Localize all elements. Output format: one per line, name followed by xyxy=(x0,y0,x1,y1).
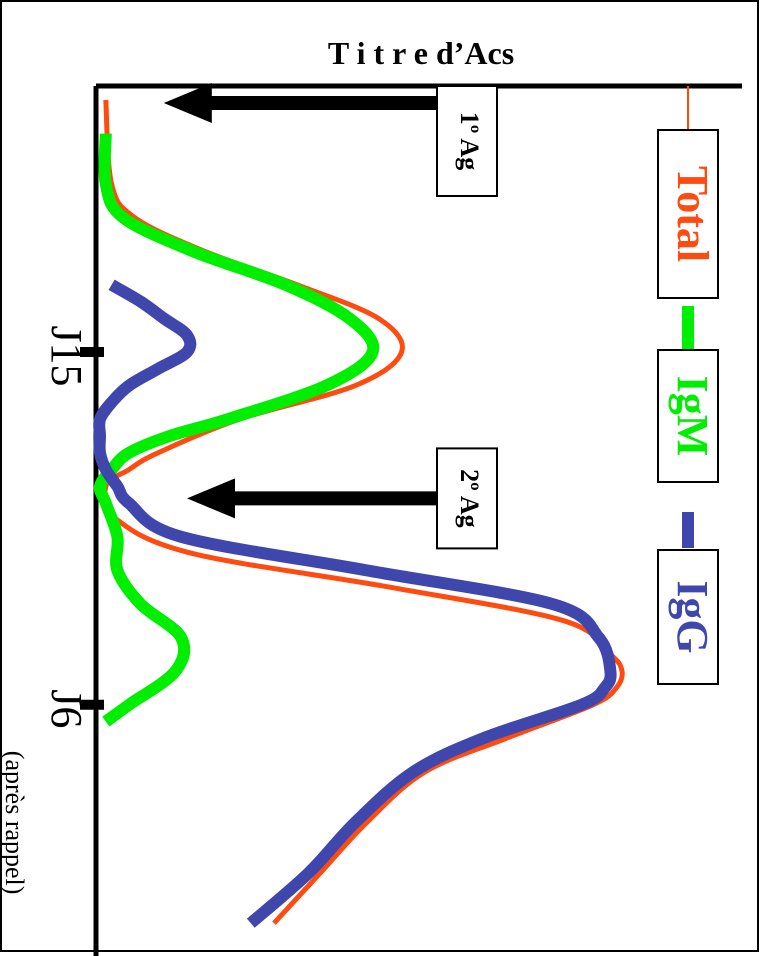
annotation-arrowhead-1-ag xyxy=(163,83,212,123)
series-line-total xyxy=(102,99,625,925)
tick-label-j6: J6 xyxy=(42,689,91,728)
legend-label-total: Total xyxy=(668,166,717,262)
annotation-box-1-ag xyxy=(436,85,498,197)
legend-box-igm xyxy=(657,349,719,483)
series-line-igm xyxy=(93,133,380,727)
annotation-box-2-ag xyxy=(436,447,498,550)
tick-label-j15: J15 xyxy=(42,325,91,386)
annotation-arrowhead-2-ag xyxy=(187,478,235,519)
legend-box-total xyxy=(657,129,719,299)
annotation-label-1-ag: 1º Ag xyxy=(455,112,484,170)
legend-box-igg xyxy=(657,549,719,685)
series-line-igg xyxy=(93,279,617,928)
legend-label-igm: IgM xyxy=(668,376,717,457)
legend-label-igg: IgG xyxy=(668,580,717,653)
tick-sublabel-j6: (après rappel) xyxy=(0,751,29,895)
chart-title: T i t r e d’Acs xyxy=(328,35,514,71)
annotation-label-2-ag: 2º Ag xyxy=(455,469,484,527)
